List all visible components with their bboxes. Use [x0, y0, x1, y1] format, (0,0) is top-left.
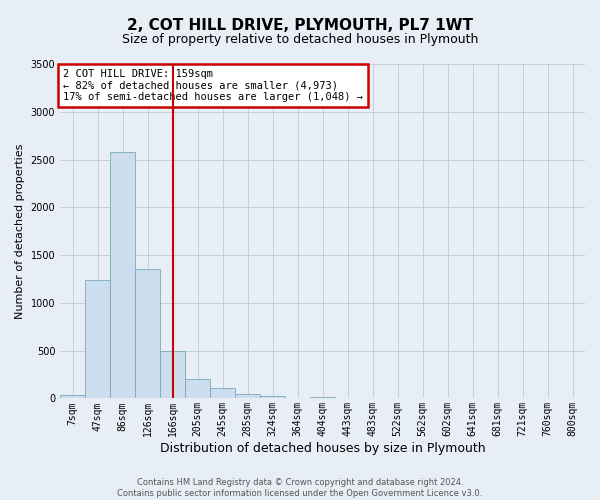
Bar [110, 152, 135, 398]
Bar [60, 394, 85, 398]
Bar [85, 280, 110, 398]
Text: Size of property relative to detached houses in Plymouth: Size of property relative to detached ho… [122, 32, 478, 46]
Text: 2 COT HILL DRIVE: 159sqm
← 82% of detached houses are smaller (4,973)
17% of sem: 2 COT HILL DRIVE: 159sqm ← 82% of detach… [63, 69, 363, 102]
Text: 2, COT HILL DRIVE, PLYMOUTH, PL7 1WT: 2, COT HILL DRIVE, PLYMOUTH, PL7 1WT [127, 18, 473, 32]
Bar [135, 270, 160, 398]
Bar [310, 396, 335, 398]
Bar [160, 350, 185, 399]
Y-axis label: Number of detached properties: Number of detached properties [15, 144, 25, 319]
Text: Contains HM Land Registry data © Crown copyright and database right 2024.
Contai: Contains HM Land Registry data © Crown c… [118, 478, 482, 498]
Bar [235, 394, 260, 398]
Bar [210, 388, 235, 398]
Bar [260, 396, 285, 398]
Bar [185, 380, 210, 398]
X-axis label: Distribution of detached houses by size in Plymouth: Distribution of detached houses by size … [160, 442, 485, 455]
